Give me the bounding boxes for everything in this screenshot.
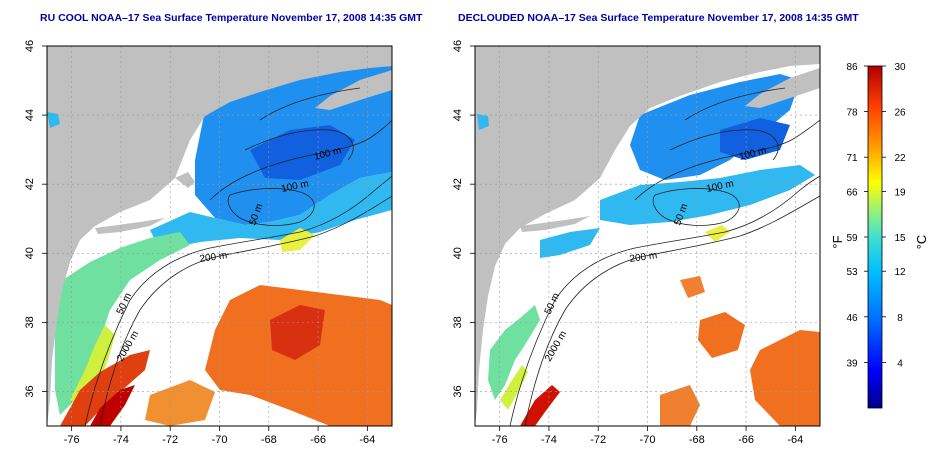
celsius-tick-label: 15 <box>894 233 906 244</box>
y-tick-label: 46 <box>452 40 464 52</box>
x-tick-label: -70 <box>212 434 228 446</box>
sst-warm-patch <box>750 330 820 426</box>
sst-yellow-band <box>500 365 528 410</box>
sst-cool-shelf <box>150 172 392 250</box>
fahrenheit-tick-label: 39 <box>846 358 858 369</box>
y-tick-label: 44 <box>24 109 36 121</box>
lat-lon-grid-right <box>475 46 820 426</box>
x-tick-label: -74 <box>113 434 129 446</box>
y-tick-label: 36 <box>452 385 464 397</box>
y-tick-label: 46 <box>24 40 36 52</box>
land-mass <box>475 46 820 426</box>
sst-warm-patch <box>698 312 745 358</box>
fahrenheit-tick-label: 66 <box>846 187 858 198</box>
fahrenheit-unit-label: °F <box>830 235 845 248</box>
fahrenheit-tick-label: 46 <box>846 313 858 324</box>
sst-gulfstream-core <box>90 385 135 426</box>
contour-label: 200 m <box>199 250 228 265</box>
y-tick-label: 38 <box>452 316 464 328</box>
sst-yellow-band <box>70 325 115 410</box>
x-tick-label: -72 <box>162 434 178 446</box>
long-island <box>520 216 590 232</box>
celsius-tick-label: 26 <box>894 108 906 119</box>
x-tick-label: -68 <box>261 434 277 446</box>
celsius-tick-label: 22 <box>894 153 906 164</box>
nova-scotia <box>315 70 392 110</box>
left-panel-title: RU COOL NOAA–17 Sea Surface Temperature … <box>40 12 423 24</box>
y-tick-label: 40 <box>24 247 36 259</box>
x-tick-label: -64 <box>359 434 375 446</box>
left-map-panel: 100 m 100 m 50 m 200 m 50 m 2000 m -76 -7… <box>24 40 393 446</box>
sst-warm-eddy <box>270 305 325 360</box>
bathymetry-contours <box>84 87 392 426</box>
y-tick-label: 44 <box>452 109 464 121</box>
x-tick-label: -72 <box>590 434 606 446</box>
sst-blue-patch <box>250 125 355 180</box>
y-tick-label: 36 <box>24 385 36 397</box>
fahrenheit-tick-label: 53 <box>846 267 858 278</box>
lat-lon-grid-left <box>47 46 392 426</box>
fahrenheit-tick-label: 59 <box>846 233 858 244</box>
sst-coastal-patch <box>477 114 489 130</box>
x-tick-label: -76 <box>64 434 80 446</box>
x-tick-label: -68 <box>689 434 705 446</box>
fahrenheit-tick-label: 86 <box>846 62 858 73</box>
right-map-panel: 100 m 100 m 50 m 200 m 50 m 2000 m -76 -7… <box>452 40 821 446</box>
y-tick-label: 42 <box>24 178 36 190</box>
temperature-colorbar: 30 86 26 78 22 71 19 66 15 59 12 53 8 46 4 39 °F °C <box>830 62 929 409</box>
sst-warm-patch <box>680 276 705 298</box>
sst-cool-shelf <box>600 165 815 225</box>
sst-blue-patch <box>720 118 790 160</box>
fahrenheit-tick-label: 71 <box>846 153 858 164</box>
sst-nearshore-green <box>488 305 540 400</box>
colorbar-ticks: 30 86 26 78 22 71 19 66 15 59 12 53 8 46 4 39 <box>846 62 906 369</box>
sst-gulfstream <box>60 350 150 426</box>
right-axis-ticks: -76 -74 -72 -70 -68 -66 -64 46 44 42 40 38 36 <box>452 40 803 446</box>
land-mass <box>47 46 392 426</box>
sst-warm-patch <box>660 385 700 426</box>
celsius-tick-label: 8 <box>897 313 903 324</box>
long-island <box>95 218 165 234</box>
sst-gulfstream <box>520 385 560 426</box>
y-tick-label: 40 <box>452 247 464 259</box>
celsius-unit-label: °C <box>914 235 929 250</box>
x-tick-label: -74 <box>541 434 557 446</box>
cape-cod <box>175 172 195 188</box>
sst-coastal-band <box>540 228 600 258</box>
celsius-tick-label: 19 <box>894 187 906 198</box>
x-tick-label: -70 <box>640 434 656 446</box>
x-tick-label: -66 <box>738 434 754 446</box>
y-tick-label: 42 <box>452 178 464 190</box>
right-panel-title: DECLOUDED NOAA–17 Sea Surface Temperatur… <box>458 12 859 24</box>
x-tick-label: -64 <box>787 434 803 446</box>
celsius-tick-label: 30 <box>894 62 906 73</box>
contour-label: 200 m <box>629 250 658 265</box>
celsius-tick-label: 12 <box>894 267 906 278</box>
colorbar-gradient <box>867 65 883 409</box>
fahrenheit-tick-label: 78 <box>846 108 858 119</box>
sst-coastal-patch <box>47 112 60 128</box>
y-tick-label: 38 <box>24 316 36 328</box>
bathymetry-contours <box>509 87 820 426</box>
celsius-tick-label: 4 <box>897 358 903 369</box>
x-tick-label: -66 <box>310 434 326 446</box>
left-axis-ticks: -76 -74 -72 -70 -68 -66 -64 46 44 42 40 38 36 <box>24 40 375 446</box>
x-tick-label: -76 <box>492 434 508 446</box>
